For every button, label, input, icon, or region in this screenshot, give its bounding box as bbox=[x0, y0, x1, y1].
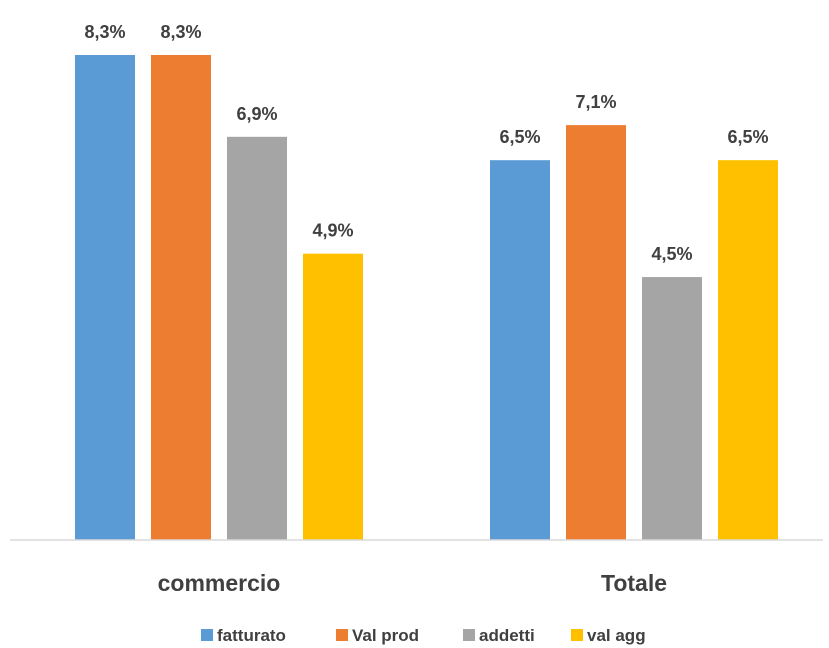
legend-swatch bbox=[336, 629, 348, 641]
bar-val-prod-totale bbox=[566, 125, 626, 540]
data-label: 6,5% bbox=[727, 127, 768, 147]
legend-swatch bbox=[201, 629, 213, 641]
bar-fatturato-commercio bbox=[75, 55, 135, 540]
bar-addetti-totale bbox=[642, 277, 702, 540]
data-label: 8,3% bbox=[160, 22, 201, 42]
data-label: 4,5% bbox=[651, 244, 692, 264]
bar-val-agg-totale bbox=[718, 160, 778, 540]
legend: fatturato Val prod addetti val agg bbox=[201, 626, 646, 645]
data-label: 4,9% bbox=[312, 221, 353, 241]
category-label: commercio bbox=[158, 570, 281, 596]
bar-val-agg-commercio bbox=[303, 253, 363, 541]
data-label: 6,9% bbox=[236, 104, 277, 124]
legend-label: Val prod bbox=[352, 626, 419, 645]
legend-swatch bbox=[571, 629, 583, 641]
category-label: Totale bbox=[601, 570, 667, 596]
bars-layer bbox=[75, 55, 778, 541]
legend-label: val agg bbox=[587, 626, 646, 645]
legend-swatch bbox=[463, 629, 475, 641]
legend-label: fatturato bbox=[217, 626, 286, 645]
data-labels-layer: 8,3% 8,3% 6,9% 4,9% 6,5% 7,1% 4,5% 6,5% bbox=[84, 22, 768, 264]
bar-addetti-commercio bbox=[227, 136, 287, 540]
data-label: 6,5% bbox=[499, 127, 540, 147]
data-label: 8,3% bbox=[84, 22, 125, 42]
data-label: 7,1% bbox=[575, 92, 616, 112]
bar-fatturato-totale bbox=[490, 160, 550, 540]
bar-val-prod-commercio bbox=[151, 55, 211, 540]
category-labels-layer: commercio Totale bbox=[158, 570, 667, 596]
legend-label: addetti bbox=[479, 626, 535, 645]
